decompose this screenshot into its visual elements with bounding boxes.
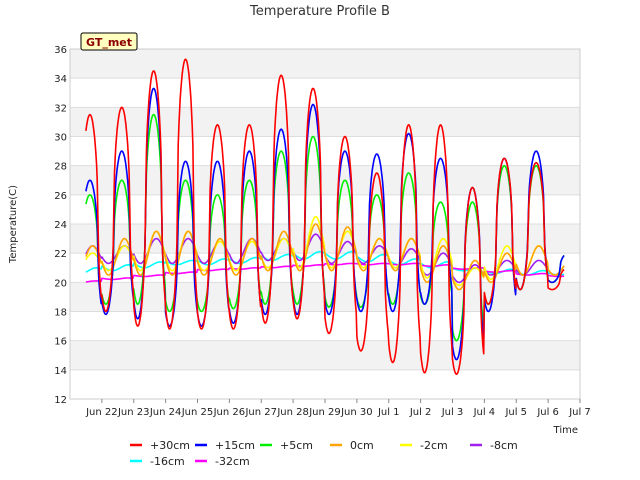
x-tick-label: Jun 27 <box>244 407 277 418</box>
plot-band <box>70 107 580 137</box>
plot-band <box>70 165 580 195</box>
series-line-+30cm <box>85 58 565 375</box>
y-axis-label: Temperature(C) <box>8 185 19 264</box>
plot-band <box>70 49 580 79</box>
y-tick-label: 20 <box>54 278 67 289</box>
chart-title: Temperature Profile B <box>249 4 390 19</box>
legend-label: -32cm <box>215 455 250 468</box>
x-tick-label: Jun 26 <box>213 407 246 418</box>
plot-background <box>70 49 580 370</box>
x-tick-label: Jun 25 <box>181 407 214 418</box>
x-tick-label: Jul 6 <box>536 407 559 418</box>
badge-box <box>80 32 138 51</box>
y-tick-label: 14 <box>54 366 67 377</box>
y-axis-ticks: 12 14 16 18 20 22 24 26 28 30 32 34 36 <box>54 45 67 406</box>
y-tick-label: 28 <box>54 162 67 173</box>
y-tick-label: 24 <box>54 220 67 231</box>
y-tick-label: 30 <box>54 133 67 144</box>
y-tick-label: 34 <box>54 74 67 85</box>
y-tick-label: 22 <box>54 249 67 260</box>
y-tick-label: 12 <box>54 395 67 406</box>
x-tick-label: Jul 4 <box>473 407 496 418</box>
x-tick-label: Jun 23 <box>117 407 150 418</box>
x-tick-label: Jul 2 <box>409 407 432 418</box>
badge-label: GT_met <box>86 36 132 49</box>
series-layer <box>85 58 565 375</box>
y-tick-label: 32 <box>54 103 67 114</box>
x-tick-label: Jun 22 <box>85 407 118 418</box>
legend-label: +30cm <box>150 439 190 452</box>
x-tick-label: Jul 1 <box>377 407 400 418</box>
x-tick-label: Jul 3 <box>441 407 464 418</box>
x-axis-ticks: Jun 22 Jun 23 Jun 24 Jun 25 Jun 26 Jun 27 Jun … <box>85 399 591 418</box>
legend-label: +5cm <box>280 439 313 452</box>
y-tick-label: 26 <box>54 191 67 202</box>
legend: +30cm +15cm +5cm 0cm -2cm -8cm -16cm -32cm <box>130 439 518 468</box>
y-tick-label: 36 <box>54 45 67 56</box>
y-tick-label: 16 <box>54 337 67 348</box>
legend-label: 0cm <box>350 439 374 452</box>
x-tick-label: Jun 28 <box>276 407 309 418</box>
series-line-0cm <box>85 223 565 291</box>
x-tick-label: Jul 7 <box>568 407 591 418</box>
y-tick-label: 18 <box>54 308 67 319</box>
x-tick-label: Jun 30 <box>340 407 373 418</box>
gt-met-badge: GT_met <box>80 32 138 51</box>
legend-label: -16cm <box>150 455 185 468</box>
x-tick-label: Jul 5 <box>504 407 527 418</box>
x-tick-label: Jun 29 <box>308 407 341 418</box>
legend-label: -8cm <box>490 439 518 452</box>
x-axis-label: Time <box>553 425 578 436</box>
legend-label: +15cm <box>215 439 255 452</box>
x-tick-label: Jun 24 <box>149 407 182 418</box>
legend-label: -2cm <box>420 439 448 452</box>
plot-band <box>70 340 580 370</box>
